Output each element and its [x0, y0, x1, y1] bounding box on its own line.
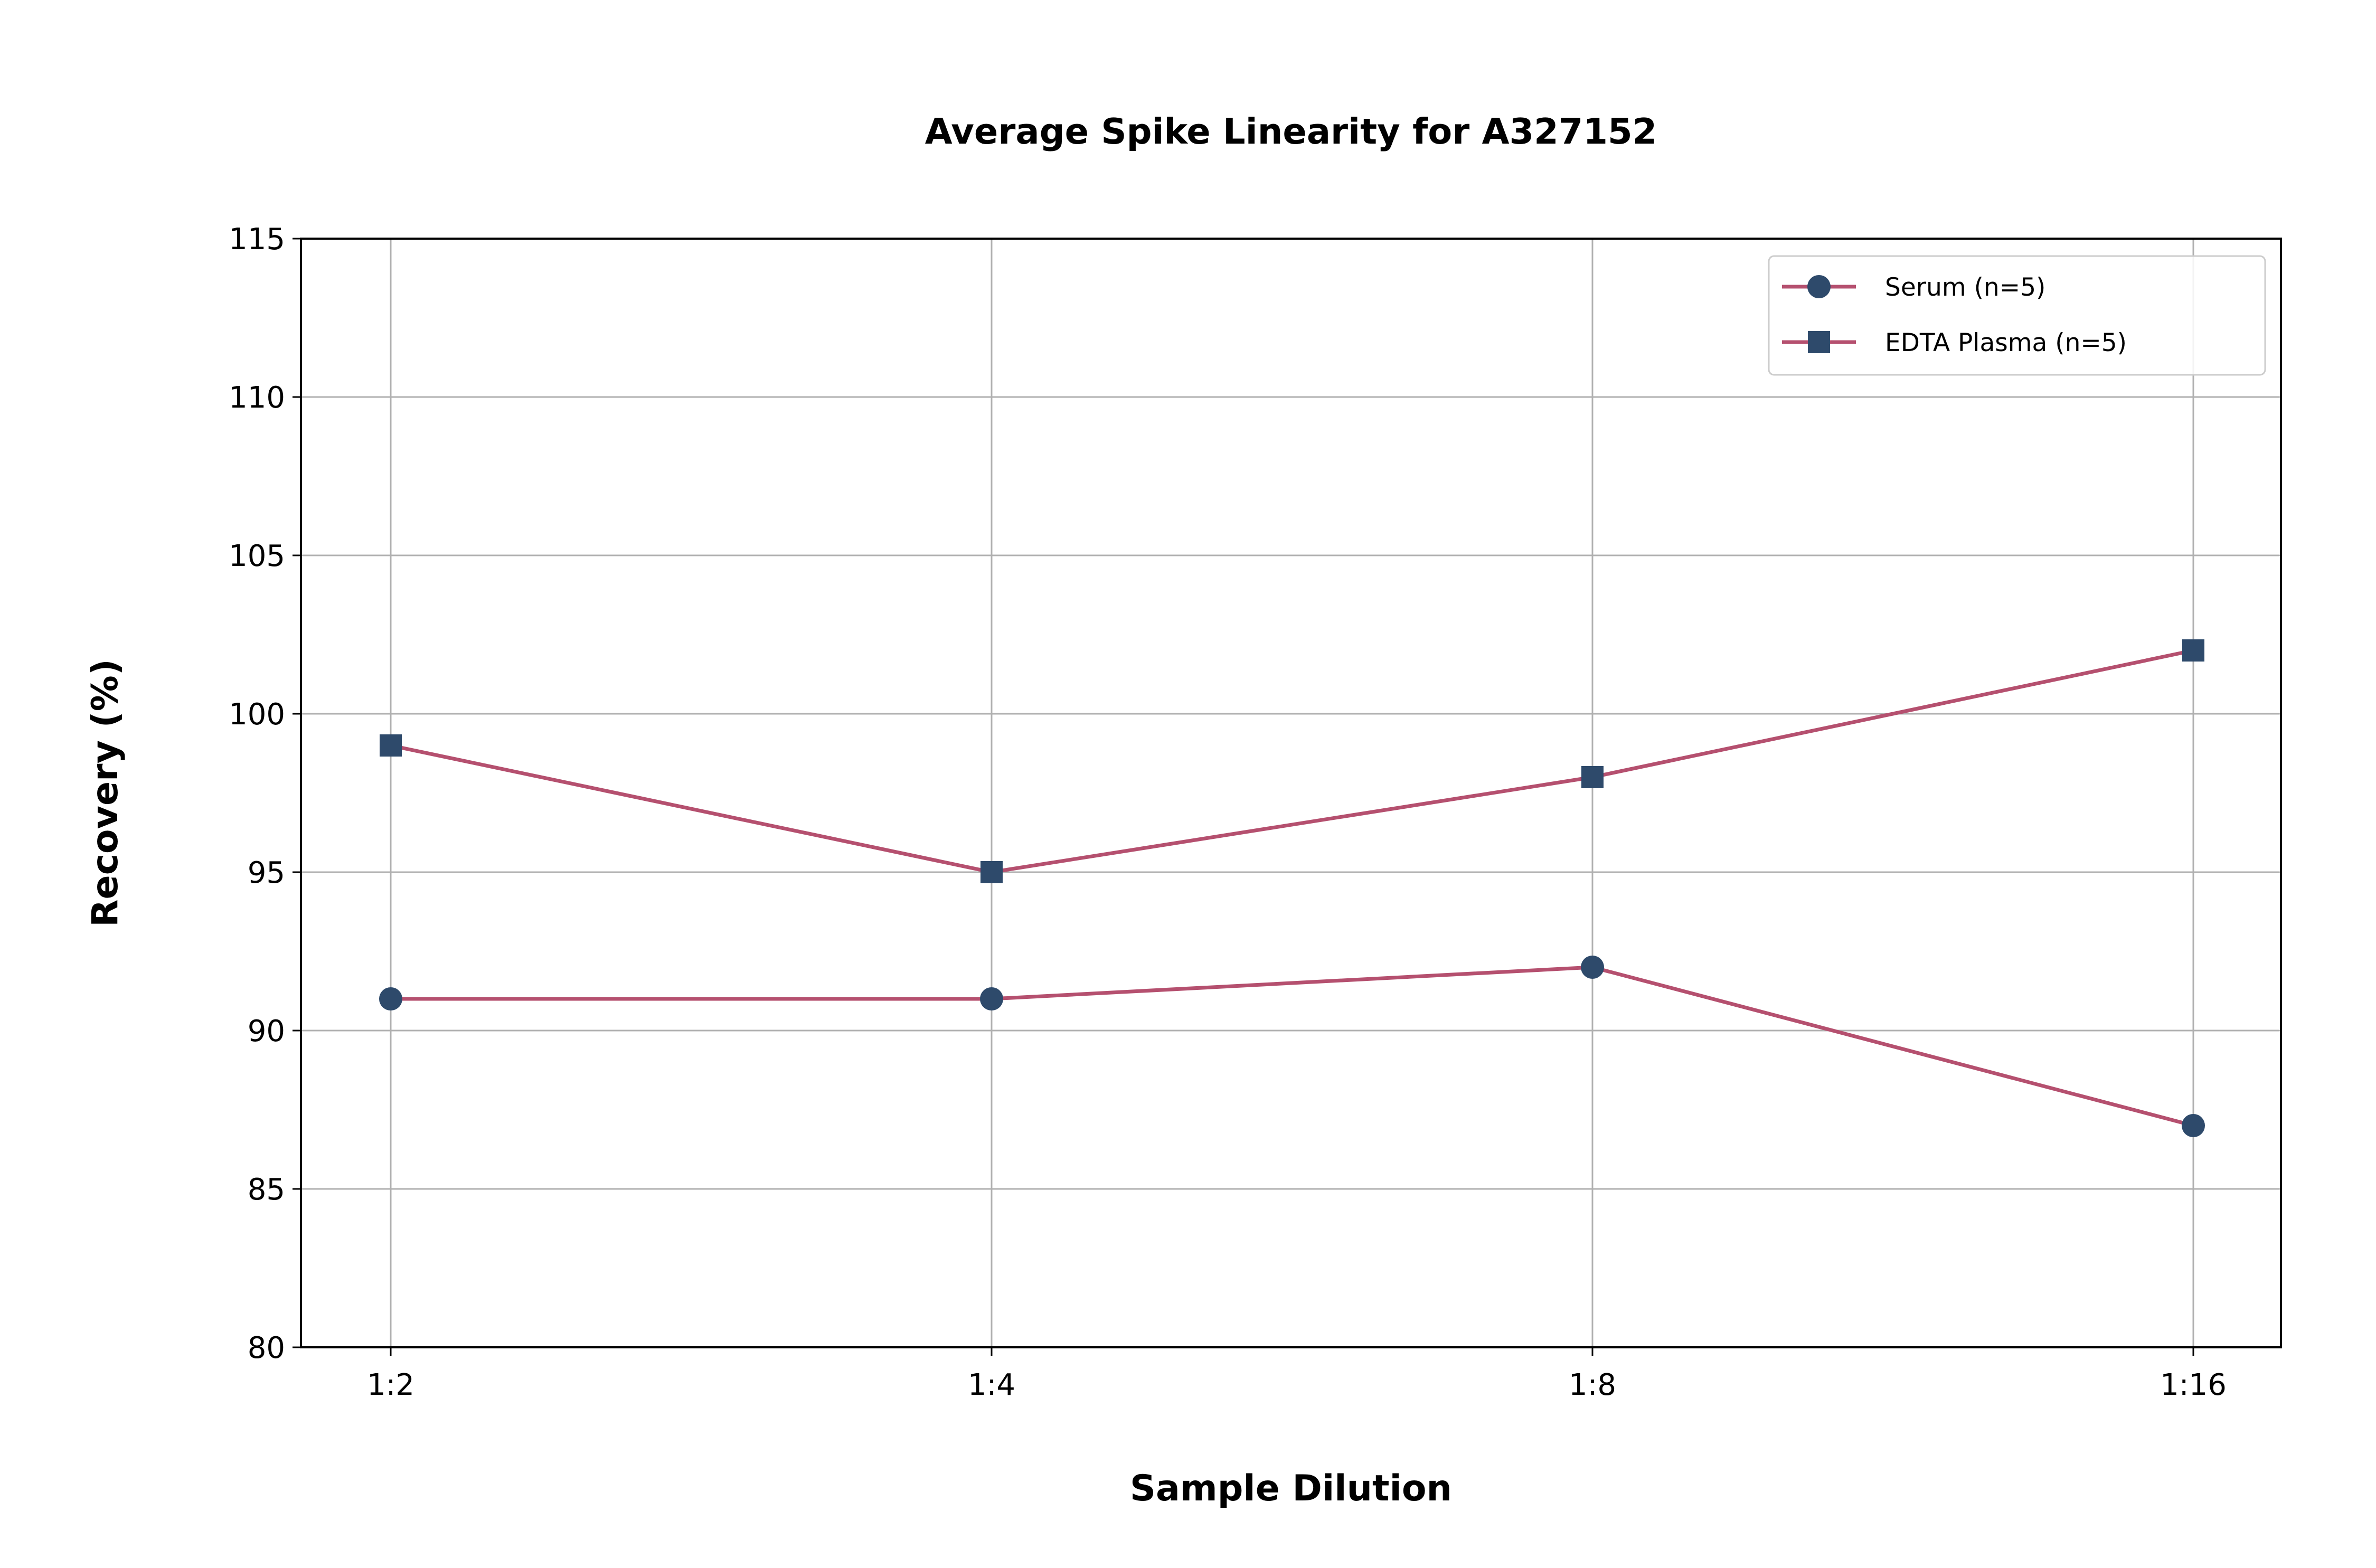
data-point-circle	[1581, 956, 1604, 979]
y-tick-label: 80	[248, 1331, 285, 1365]
data-point-square	[980, 861, 1003, 883]
legend-label: Serum (n=5)	[1885, 273, 2045, 302]
legend-label: EDTA Plasma (n=5)	[1885, 328, 2127, 357]
series-line-0	[391, 965, 2194, 1128]
x-axis: 1:2 1:4 1:8 1:16	[367, 1347, 2227, 1402]
y-tick-label: 110	[229, 381, 285, 415]
y-tick-label: 85	[248, 1173, 285, 1207]
chart-title: Average Spike Linearity for A327152	[925, 111, 1657, 152]
series-line-1	[390, 648, 2194, 874]
y-axis-title: Recovery (%)	[84, 659, 126, 927]
x-tick-label: 1:16	[2160, 1368, 2227, 1402]
y-tick-label: 90	[248, 1014, 285, 1049]
x-axis-title: Sample Dilution	[1130, 1468, 1452, 1509]
series-layer	[379, 639, 2205, 1137]
legend: Serum (n=5) EDTA Plasma (n=5)	[1768, 255, 2266, 376]
legend-marker-square	[1808, 331, 1830, 353]
x-tick-label: 1:4	[968, 1368, 1015, 1402]
data-point-circle	[980, 987, 1003, 1010]
legend-box	[1768, 255, 2266, 376]
y-tick-label: 105	[229, 539, 285, 573]
y-tick-label: 95	[248, 856, 285, 890]
data-point-square	[2182, 639, 2204, 662]
data-point-square	[380, 734, 402, 757]
data-point-circle	[379, 987, 402, 1010]
y-tick-label: 115	[229, 222, 285, 257]
data-point-circle	[2182, 1114, 2205, 1137]
grid	[301, 238, 2281, 1348]
data-point-square	[1581, 766, 1604, 788]
y-axis: 80 85 90 95 100 105 110 115	[229, 222, 301, 1365]
y-tick-label: 100	[229, 697, 285, 732]
plot-frame	[300, 238, 2282, 1348]
x-tick-label: 1:8	[1569, 1368, 1616, 1402]
x-tick-label: 1:2	[367, 1368, 414, 1402]
legend-marker-circle	[1807, 275, 1831, 298]
